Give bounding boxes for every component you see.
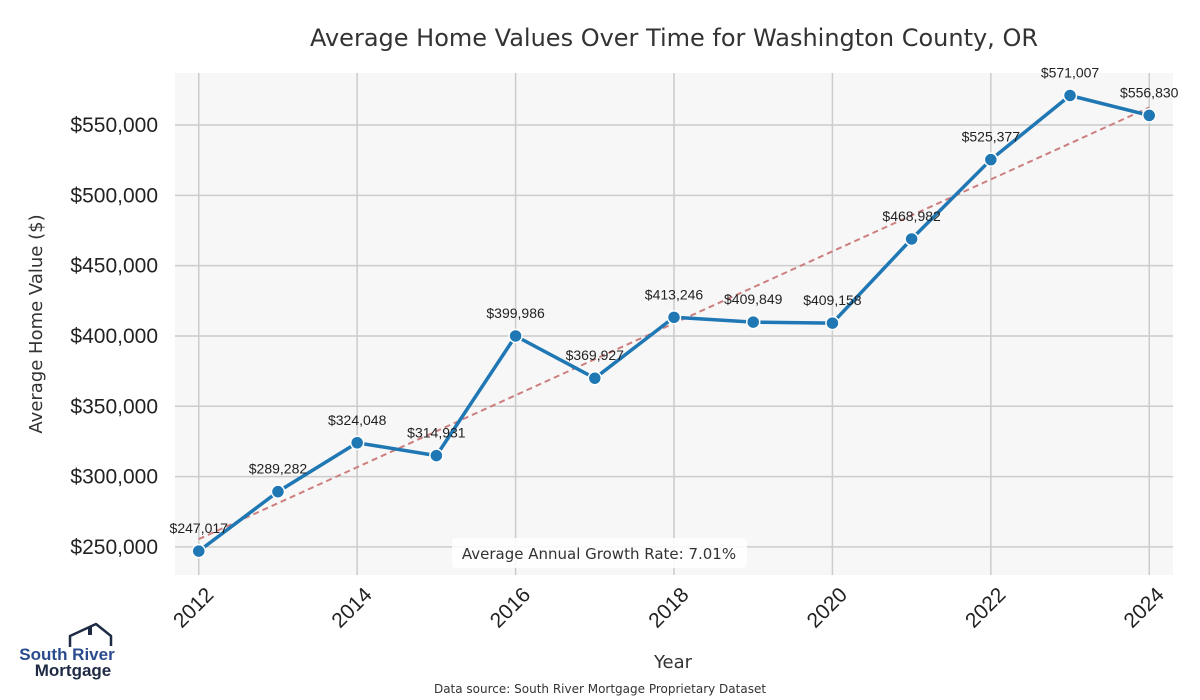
data-point (1062, 88, 1078, 103)
growth-rate-text: Average Annual Growth Rate: 7.01% (462, 545, 736, 563)
data-point (270, 484, 286, 499)
y-tick-label: $500,000 (70, 184, 158, 207)
y-axis-label: Average Home Value ($) (26, 214, 47, 433)
company-logo: South River Mortgage (19, 622, 115, 680)
data-point (666, 310, 682, 325)
chart-title: Average Home Values Over Time for Washin… (310, 24, 1038, 52)
data-label: $399,986 (486, 305, 545, 321)
data-label: $468,982 (882, 208, 941, 224)
y-tick-label: $550,000 (70, 114, 158, 137)
y-tick-label: $250,000 (70, 536, 158, 559)
house-roof-icon (68, 622, 113, 647)
data-point (587, 370, 603, 386)
data-points (191, 88, 1157, 559)
chimney-icon (88, 627, 92, 635)
data-labels: $247,017 $289,282 $324,048 $314,931 $399,986… (170, 64, 1179, 536)
logo-line2: Mortgage (35, 661, 112, 680)
data-label: $369,927 (566, 347, 625, 363)
y-tick-label: $350,000 (70, 395, 158, 418)
y-tick-label: $400,000 (70, 325, 158, 348)
data-label: $413,246 (645, 286, 704, 302)
data-label: $247,017 (170, 520, 229, 536)
data-point (904, 231, 919, 247)
data-point (429, 448, 444, 463)
data-label: $289,282 (249, 461, 308, 477)
data-label: $409,158 (803, 292, 862, 308)
data-point (508, 328, 523, 344)
data-point (825, 315, 840, 331)
data-point (191, 543, 207, 559)
data-label: $324,048 (328, 412, 387, 428)
data-label: $525,377 (962, 129, 1021, 145)
data-point (983, 152, 999, 167)
growth-annotation-box (452, 538, 747, 568)
data-source-note: Data source: South River Mortgage Propri… (434, 682, 766, 696)
data-label: $314,931 (407, 425, 466, 441)
growth-annotation: Average Annual Growth Rate: 7.01% (452, 538, 747, 568)
data-point (349, 435, 365, 451)
data-point (745, 314, 761, 330)
x-axis-label: Year (653, 652, 693, 673)
data-point (1141, 108, 1157, 123)
y-tick-label: $450,000 (70, 255, 158, 278)
data-label: $409,849 (724, 291, 783, 307)
logo-line1: South River (19, 645, 115, 664)
data-label: $571,007 (1041, 64, 1100, 80)
y-axis-ticks: $250,000 $300,000 $350,000 $400,000 $450,000… (70, 114, 158, 559)
y-tick-label: $300,000 (70, 466, 158, 489)
data-label: $556,830 (1120, 84, 1179, 100)
